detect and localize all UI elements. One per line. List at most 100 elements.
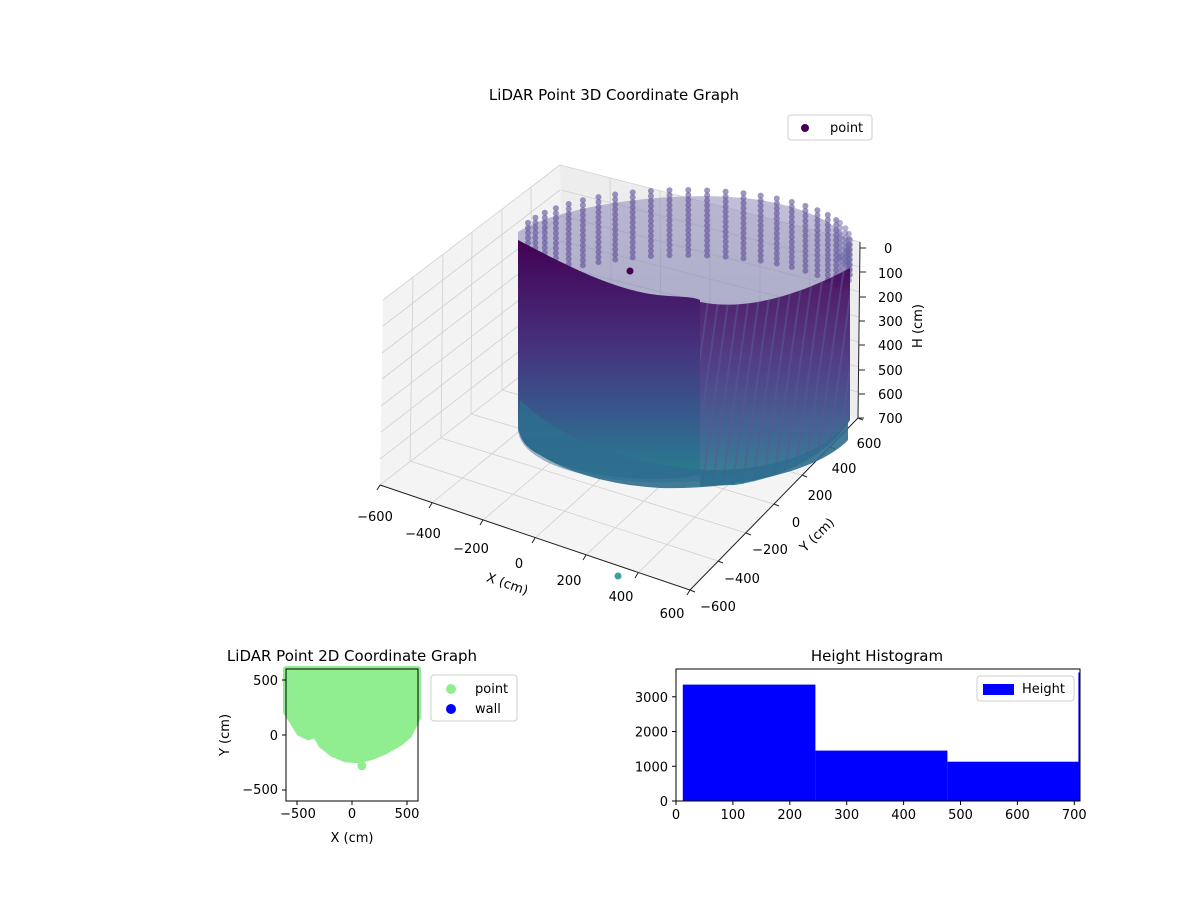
rim-point	[845, 230, 852, 237]
rim-point	[824, 272, 831, 278]
histogram-x-tick-label: 100	[720, 808, 745, 823]
chart-2d-title: LiDAR Point 2D Coordinate Graph	[227, 647, 477, 665]
rim-point	[740, 215, 747, 222]
outlier-point	[614, 572, 622, 580]
rim-point	[722, 213, 729, 220]
x-axis-line	[379, 484, 691, 591]
point-region	[283, 666, 421, 764]
legend-3d-marker	[801, 124, 809, 132]
rim-point	[612, 251, 619, 258]
rim-point	[595, 194, 602, 201]
legend-3d: point	[787, 114, 873, 141]
rim-point	[788, 209, 795, 215]
rim-point	[595, 209, 602, 216]
outlier-point-2d	[357, 761, 367, 771]
rim-point	[629, 249, 636, 256]
rim-point	[788, 244, 795, 250]
rim-point	[595, 244, 602, 251]
rim-point	[565, 236, 572, 242]
rim-point	[773, 245, 780, 252]
rim-point	[824, 257, 831, 263]
rim-point	[788, 224, 795, 230]
legend-2d-label-wall: wall	[475, 702, 501, 717]
rim-point	[814, 227, 821, 234]
x-axis-label-2d: X (cm)	[331, 831, 374, 846]
rim-point	[814, 252, 821, 259]
rim-point	[647, 248, 654, 254]
rim-point	[552, 205, 559, 212]
rim-point	[788, 214, 795, 220]
rim-point	[757, 197, 764, 204]
legend-2d-marker-point	[446, 684, 456, 694]
x-tick-label-2d: 500	[395, 807, 420, 822]
rim-point	[532, 219, 539, 226]
rim-point	[612, 231, 619, 238]
rim-point	[647, 213, 654, 219]
rim-point	[629, 234, 636, 241]
x-tick-label: 400	[609, 590, 634, 605]
rim-point	[837, 224, 843, 231]
rim-point	[814, 217, 821, 224]
rim-point	[525, 239, 531, 246]
rim-point	[757, 252, 764, 259]
rim-point	[647, 243, 654, 249]
histogram-bar	[947, 761, 1080, 801]
point-cloud	[518, 187, 853, 580]
rim-point	[685, 197, 692, 203]
rim-point	[824, 212, 831, 218]
rim-point	[579, 237, 586, 244]
rim-point	[722, 223, 729, 230]
rim-point	[532, 214, 539, 221]
rim-point	[773, 235, 780, 242]
histogram-y-tick-label: 2000	[635, 726, 668, 741]
rim-point	[802, 257, 809, 264]
rim-point	[814, 262, 821, 269]
rim-point	[740, 205, 747, 212]
rim-point	[612, 256, 619, 263]
rim-point	[814, 207, 821, 214]
rim-point	[837, 229, 843, 236]
rim-point	[595, 254, 602, 261]
rim-point	[685, 242, 692, 248]
rim-point	[788, 259, 795, 265]
y-tick-label: 200	[808, 489, 833, 504]
rim-point	[740, 245, 747, 252]
y-axis-label: Y (cm)	[797, 515, 838, 556]
rim-point	[773, 255, 780, 262]
rim-point	[565, 201, 572, 207]
rim-point	[802, 217, 809, 224]
rim-point	[525, 229, 531, 236]
rim-point	[704, 187, 711, 194]
rim-point	[773, 230, 780, 237]
legend-2d-label-point: point	[475, 682, 508, 697]
rim-point	[788, 234, 795, 240]
rim-point	[814, 212, 821, 219]
rim-point	[722, 193, 729, 200]
y-axis-label-2d: Y (cm)	[218, 714, 233, 757]
rim-point	[837, 239, 843, 246]
x-tick-label: 0	[515, 557, 523, 572]
rim-point	[565, 206, 572, 212]
rim-point	[757, 242, 764, 249]
chart-3d-title: LiDAR Point 3D Coordinate Graph	[489, 86, 739, 104]
rim-point	[565, 211, 572, 217]
histogram-y-tick-label: 0	[660, 795, 668, 810]
rim-point	[837, 234, 843, 241]
rim-point	[773, 195, 780, 202]
rim-point	[552, 245, 559, 252]
rim-point	[552, 250, 559, 257]
rim-point	[722, 238, 729, 245]
rim-point	[579, 252, 586, 259]
rim-point	[579, 262, 586, 269]
rim-point	[666, 197, 673, 204]
rim-point	[579, 222, 586, 229]
rim-point	[824, 227, 831, 233]
rim-point	[565, 251, 572, 257]
cylinder-base-ring	[518, 400, 848, 489]
rim-point	[722, 208, 729, 215]
rim-point	[740, 240, 747, 247]
rim-point	[595, 219, 602, 226]
rim-point	[802, 242, 809, 249]
rim-point	[595, 204, 602, 211]
rim-point	[802, 202, 809, 209]
